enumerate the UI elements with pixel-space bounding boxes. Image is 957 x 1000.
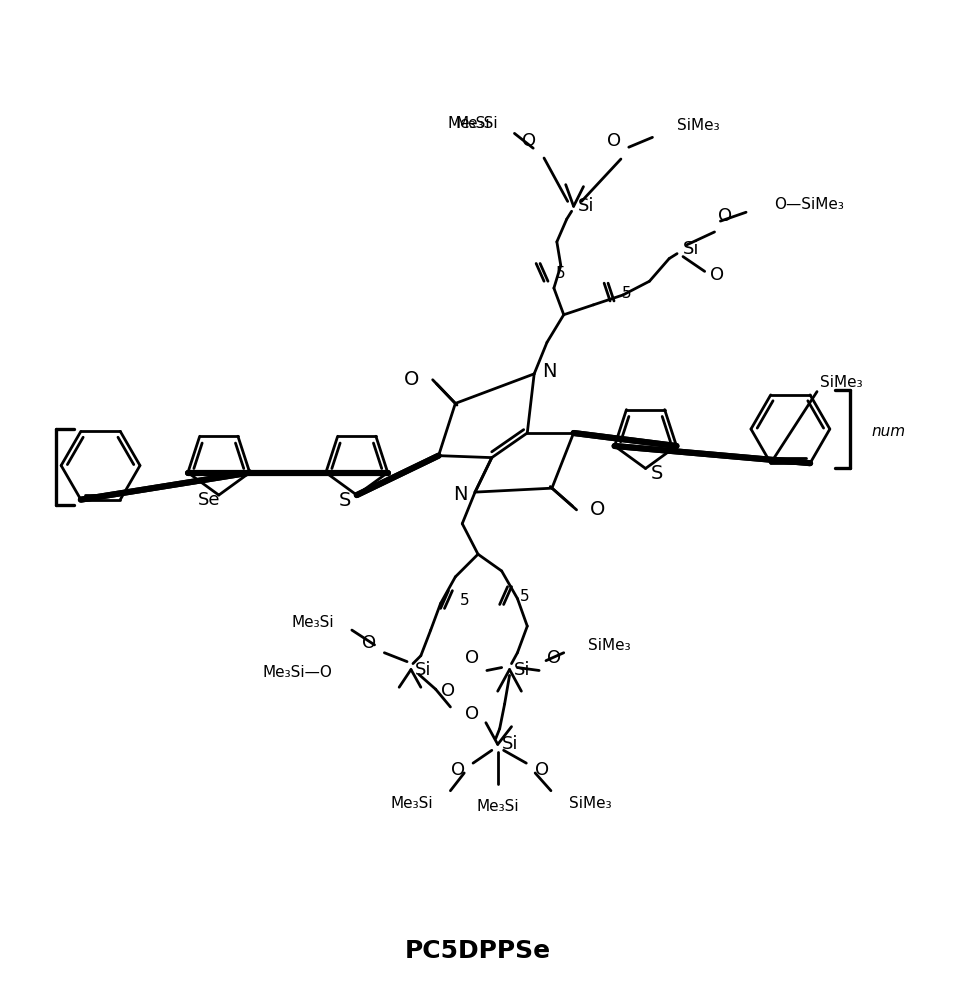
Text: SiMe₃: SiMe₃: [677, 118, 720, 133]
Text: O: O: [522, 132, 536, 150]
Text: O: O: [590, 500, 606, 519]
Text: S: S: [651, 464, 663, 483]
Text: Me₃Si: Me₃Si: [477, 799, 519, 814]
Text: O: O: [719, 207, 733, 225]
Text: 5: 5: [556, 266, 566, 281]
Text: Si: Si: [415, 661, 432, 679]
Text: O: O: [709, 266, 723, 284]
Text: Me₃Si: Me₃Si: [456, 116, 498, 131]
Text: SiMe₃: SiMe₃: [589, 638, 631, 653]
Text: 5: 5: [622, 286, 632, 301]
Text: S: S: [339, 491, 351, 510]
Text: O: O: [363, 634, 376, 652]
Text: O—SiMe₃: O—SiMe₃: [773, 197, 843, 212]
Text: Me₃Si: Me₃Si: [292, 615, 334, 630]
Text: O: O: [404, 370, 419, 389]
Text: N: N: [542, 362, 557, 381]
Text: O: O: [465, 649, 479, 667]
Text: SiMe₃: SiMe₃: [820, 375, 862, 390]
Text: O: O: [465, 705, 479, 723]
Text: Si: Si: [683, 240, 700, 258]
Text: SiMe₃: SiMe₃: [568, 796, 612, 811]
Text: Si: Si: [514, 661, 530, 679]
Text: Se: Se: [198, 491, 220, 509]
Text: N: N: [453, 485, 467, 504]
Text: 5: 5: [460, 593, 470, 608]
Text: 5: 5: [520, 589, 529, 604]
Text: Me₃Si: Me₃Si: [390, 796, 433, 811]
Text: O: O: [451, 761, 465, 779]
Text: num: num: [871, 424, 905, 439]
Text: O: O: [607, 132, 621, 150]
Text: Me₃Si: Me₃Si: [447, 116, 490, 131]
Text: Me₃Si—O: Me₃Si—O: [262, 665, 332, 680]
Text: O: O: [547, 649, 561, 667]
Text: O: O: [440, 682, 455, 700]
Text: Si: Si: [577, 197, 594, 215]
Text: O: O: [535, 761, 549, 779]
Text: Si: Si: [501, 735, 518, 753]
Text: PC5DPPSe: PC5DPPSe: [405, 939, 551, 963]
